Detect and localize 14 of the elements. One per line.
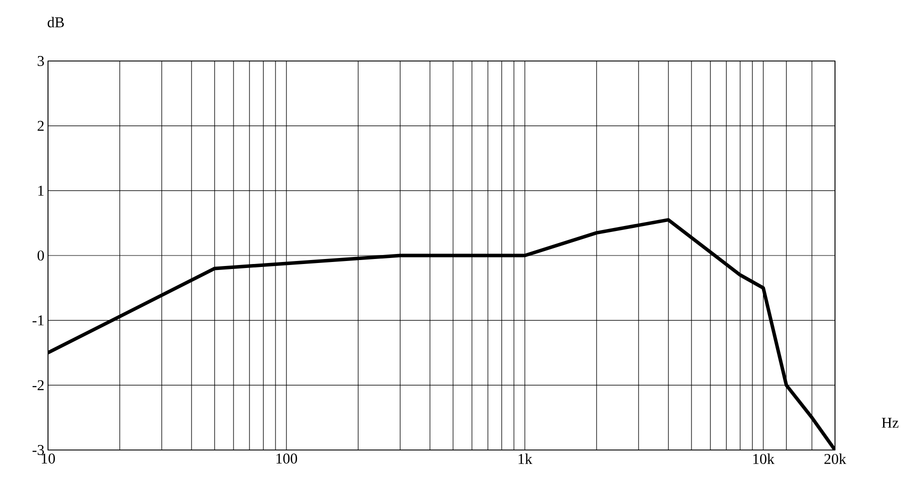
x-tick-label: 20k xyxy=(824,454,846,464)
y-tick-label: 2 xyxy=(38,120,44,131)
x-tick-label: 100 xyxy=(276,454,298,464)
x-tick-label: 10 xyxy=(42,454,55,464)
x-tick-label: 10k xyxy=(753,454,774,464)
y-axis-title: dB xyxy=(48,16,64,28)
y-tick-label: -3 xyxy=(32,444,44,456)
x-tick-label: 1k xyxy=(518,454,532,464)
y-tick-label: -1 xyxy=(32,315,44,326)
y-tick-label: -2 xyxy=(32,380,44,390)
x-axis-title: Hz xyxy=(882,418,898,428)
y-tick-label: 0 xyxy=(38,250,44,261)
y-tick-label: 1 xyxy=(38,186,44,196)
y-tick-label: 3 xyxy=(38,56,44,66)
